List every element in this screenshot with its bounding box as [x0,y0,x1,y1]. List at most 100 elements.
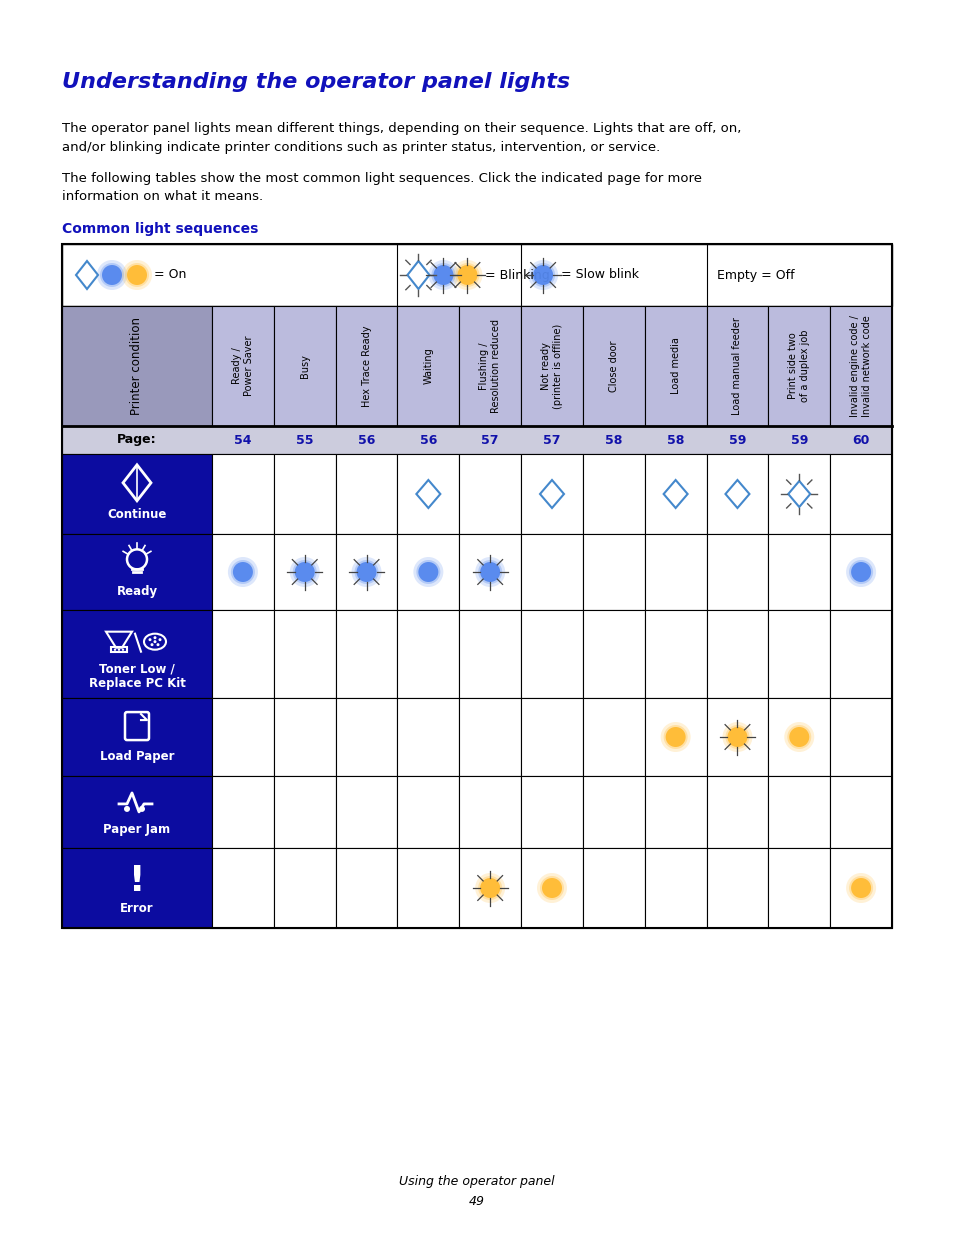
Bar [458,534,520,610]
Bar [62,610,212,698]
Text: 57: 57 [542,433,560,447]
Bar [582,454,644,534]
Text: Close door: Close door [608,341,618,391]
Bar [582,306,644,426]
Bar [706,776,767,848]
Bar [62,245,891,927]
Bar [397,776,458,848]
Bar [397,848,458,927]
Bar [335,534,397,610]
Bar [397,698,458,776]
Polygon shape [416,480,440,508]
Bar [829,306,891,426]
Bar [458,454,520,534]
Circle shape [231,559,254,584]
Bar [335,698,397,776]
Circle shape [233,562,253,582]
Circle shape [293,559,316,584]
Circle shape [127,266,147,285]
Circle shape [228,557,257,587]
Bar [582,534,644,610]
Circle shape [124,806,130,811]
Text: Waiting: Waiting [423,347,433,384]
Bar [520,776,582,848]
Circle shape [455,263,479,287]
Bar [212,306,274,426]
Bar [62,848,212,927]
Circle shape [100,263,124,287]
Bar [458,610,520,698]
Polygon shape [787,480,809,508]
Bar [212,776,274,848]
Text: 54: 54 [233,433,252,447]
Circle shape [537,873,566,903]
Circle shape [665,727,685,747]
Text: 56: 56 [419,433,436,447]
Circle shape [153,636,156,640]
Bar [767,534,829,610]
Bar [274,534,335,610]
Circle shape [102,266,122,285]
Circle shape [457,266,476,285]
Bar [397,610,458,698]
Bar [767,306,829,426]
Circle shape [721,722,752,752]
Bar [520,306,582,426]
Bar [767,848,829,927]
Circle shape [786,725,810,748]
Polygon shape [539,480,563,508]
Bar [62,426,891,454]
Circle shape [294,562,314,582]
Circle shape [149,638,152,641]
Bar [458,698,520,776]
Circle shape [848,876,872,900]
Text: = Blinking: = Blinking [485,268,550,282]
Bar [829,776,891,848]
Text: Printer condition: Printer condition [131,317,143,415]
Circle shape [475,557,505,587]
Bar [582,776,644,848]
Circle shape [479,562,499,582]
Polygon shape [724,480,749,508]
Bar [274,776,335,848]
Circle shape [97,261,127,290]
Circle shape [125,263,149,287]
Circle shape [122,648,124,651]
Bar [274,848,335,927]
Circle shape [477,559,501,584]
Circle shape [452,261,482,290]
Polygon shape [663,480,687,508]
Text: Load manual feeder: Load manual feeder [732,317,741,415]
Bar [397,454,458,534]
Circle shape [788,727,808,747]
Bar [274,610,335,698]
Bar [111,647,127,652]
Bar [62,698,212,776]
Text: !: ! [129,863,145,898]
Bar [212,610,274,698]
Bar [62,306,212,426]
Text: 58: 58 [666,433,683,447]
Bar [706,534,767,610]
Bar [274,306,335,426]
Bar [767,454,829,534]
Text: The operator panel lights mean different things, depending on their sequence. Li: The operator panel lights mean different… [62,122,740,153]
Bar [706,306,767,426]
Text: Invalid engine code /
Invalid network code: Invalid engine code / Invalid network co… [849,315,871,417]
Bar [767,776,829,848]
Circle shape [783,722,814,752]
Bar [335,776,397,848]
Bar [706,454,767,534]
Bar [274,454,335,534]
Circle shape [533,266,553,285]
Bar [644,848,706,927]
Bar [274,698,335,776]
Circle shape [663,725,687,748]
Bar [829,610,891,698]
Bar [644,698,706,776]
Bar [644,534,706,610]
Text: Continue: Continue [107,508,167,520]
Bar [62,776,212,848]
Circle shape [845,557,875,587]
Bar [582,848,644,927]
